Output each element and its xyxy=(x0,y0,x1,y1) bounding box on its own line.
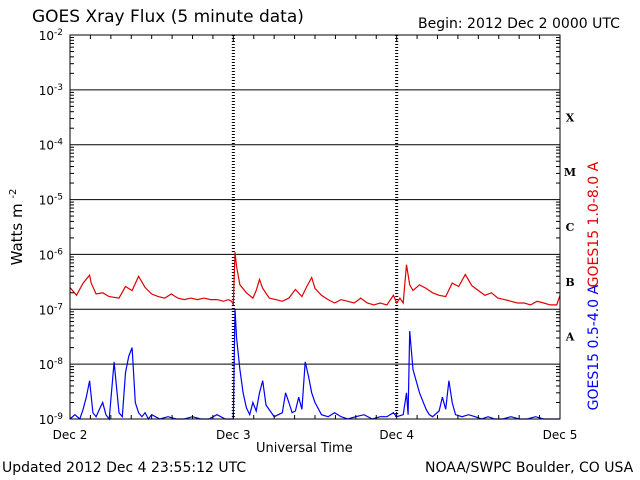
flare-class-label: M xyxy=(564,166,576,179)
x-tick-label: Dec 2 xyxy=(53,428,88,442)
flare-class-label: A xyxy=(565,331,575,344)
x-tick-label: Dec 5 xyxy=(543,428,578,442)
y-tick-label: 10-9 xyxy=(39,412,64,427)
y-tick-label: 10-2 xyxy=(39,28,63,43)
y-tick-label: 10-4 xyxy=(39,138,64,153)
legend-entry: GOES15 1.0-8.0 A xyxy=(586,161,602,287)
flare-class-label: B xyxy=(565,276,574,289)
y-tick-label: 10-8 xyxy=(39,357,64,372)
flare-class-label: X xyxy=(566,111,575,124)
flare-class-label: C xyxy=(566,221,575,234)
y-axis-label: Watts m -2 xyxy=(8,189,26,266)
updated-timestamp: Updated 2012 Dec 4 23:55:12 UTC xyxy=(2,460,247,476)
chart-title: GOES Xray Flux (5 minute data) xyxy=(32,7,304,27)
x-tick-label: Dec 4 xyxy=(379,428,414,442)
x-tick-label: Dec 3 xyxy=(216,428,251,442)
series-layer xyxy=(69,252,561,421)
series-short-line xyxy=(69,309,560,421)
y-tick-label: 10-6 xyxy=(39,247,64,262)
y-tick-label: 10-3 xyxy=(39,83,63,98)
legend-entry: GOES15 0.5-4.0 A xyxy=(586,284,602,410)
series-long-line xyxy=(69,252,561,306)
x-axis-label: Universal Time xyxy=(256,441,353,456)
grid-lines xyxy=(70,34,560,420)
credit-label: NOAA/SWPC Boulder, CO USA xyxy=(425,460,634,476)
y-tick-label: 10-7 xyxy=(39,302,63,317)
y-tick-label: 10-5 xyxy=(39,193,63,208)
axis-ticks xyxy=(69,35,561,419)
plot-frame xyxy=(69,34,561,420)
begin-time-label: Begin: 2012 Dec 2 0000 UTC xyxy=(418,16,620,32)
